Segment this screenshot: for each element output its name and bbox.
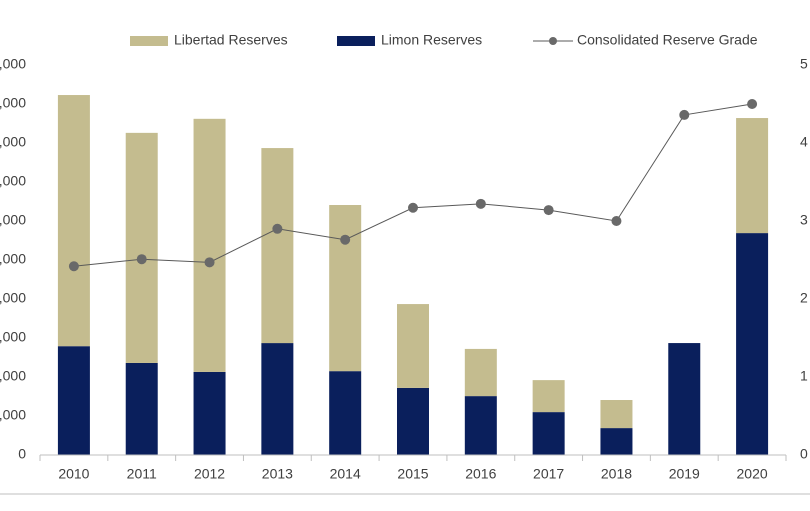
- y-tick-label: 500,000: [0, 251, 26, 267]
- x-tick-label: 2017: [533, 466, 564, 482]
- bar-segment: [261, 148, 294, 344]
- bar-segment: [736, 118, 769, 234]
- x-tick-label: 2019: [669, 466, 700, 482]
- bar-segment: [397, 387, 429, 455]
- bar-segment: [600, 400, 633, 429]
- x-tick-label: 2011: [127, 466, 157, 482]
- y2-tick-label: 0: [800, 446, 808, 462]
- bar-segment: [736, 233, 769, 455]
- legend-swatch: [337, 36, 375, 46]
- y-tick-label: 200,000: [0, 368, 26, 384]
- bar-segment: [57, 346, 90, 455]
- y2-tick-label: 4: [800, 134, 808, 150]
- grade-marker: [475, 198, 486, 209]
- grade-marker: [340, 234, 351, 245]
- grade-marker: [204, 257, 215, 268]
- x-tick-label: 2016: [465, 466, 496, 482]
- grade-marker: [136, 254, 147, 265]
- grade-marker: [679, 109, 690, 120]
- y-tick-label: 300,000: [0, 329, 26, 345]
- bar-segment: [397, 304, 429, 388]
- legend-marker: [549, 37, 557, 45]
- bar-segment: [125, 132, 158, 363]
- grade-line: [73, 103, 753, 267]
- grade-marker: [68, 261, 79, 272]
- y-tick-label: 800,000: [0, 134, 26, 150]
- bar-segment: [329, 371, 362, 455]
- bar-segment: [329, 205, 362, 372]
- x-tick-label: 2015: [397, 466, 428, 482]
- legend-label: Consolidated Reserve Grade: [577, 32, 758, 48]
- bar-segment: [125, 362, 158, 455]
- x-tick-label: 2012: [194, 466, 225, 482]
- legend-swatch: [130, 36, 168, 46]
- bar-segment: [532, 412, 565, 455]
- bar-segment: [600, 428, 633, 455]
- bar-segment: [464, 396, 497, 455]
- legend-label: Libertad Reserves: [174, 32, 288, 48]
- x-tick-label: 2010: [58, 466, 89, 482]
- grade-marker: [272, 223, 283, 234]
- grade-marker: [408, 202, 418, 213]
- grade-marker: [611, 216, 622, 226]
- grade-marker: [543, 205, 554, 216]
- y2-tick-label: 3: [800, 212, 808, 228]
- bar-segment: [193, 118, 226, 372]
- y-tick-label: 400,000: [0, 290, 26, 306]
- y-tick-label: 100,000: [0, 407, 26, 423]
- y-tick-label: 900,000: [0, 95, 26, 111]
- bar-segment: [261, 343, 294, 455]
- bar-segment: [532, 380, 565, 413]
- x-tick-label: 2018: [601, 466, 632, 482]
- x-tick-label: 2013: [262, 466, 293, 482]
- legend-label: Limon Reserves: [381, 32, 482, 48]
- bar-segment: [193, 371, 226, 455]
- grade-marker: [747, 99, 758, 109]
- x-tick-label: 2020: [737, 466, 768, 482]
- bar-segment: [464, 348, 497, 397]
- y-tick-label: 0: [18, 446, 26, 462]
- y2-tick-label: 2: [800, 290, 808, 306]
- y-tick-label: 700,000: [0, 173, 26, 189]
- y2-tick-label: 5: [800, 56, 808, 72]
- y-tick-label: 600,000: [0, 212, 26, 228]
- x-tick-label: 2014: [330, 466, 361, 482]
- bar-segment: [57, 95, 90, 347]
- bar-segment: [668, 343, 701, 455]
- y2-tick-label: 1: [800, 368, 808, 384]
- y-tick-label: 1,000,000: [0, 56, 26, 72]
